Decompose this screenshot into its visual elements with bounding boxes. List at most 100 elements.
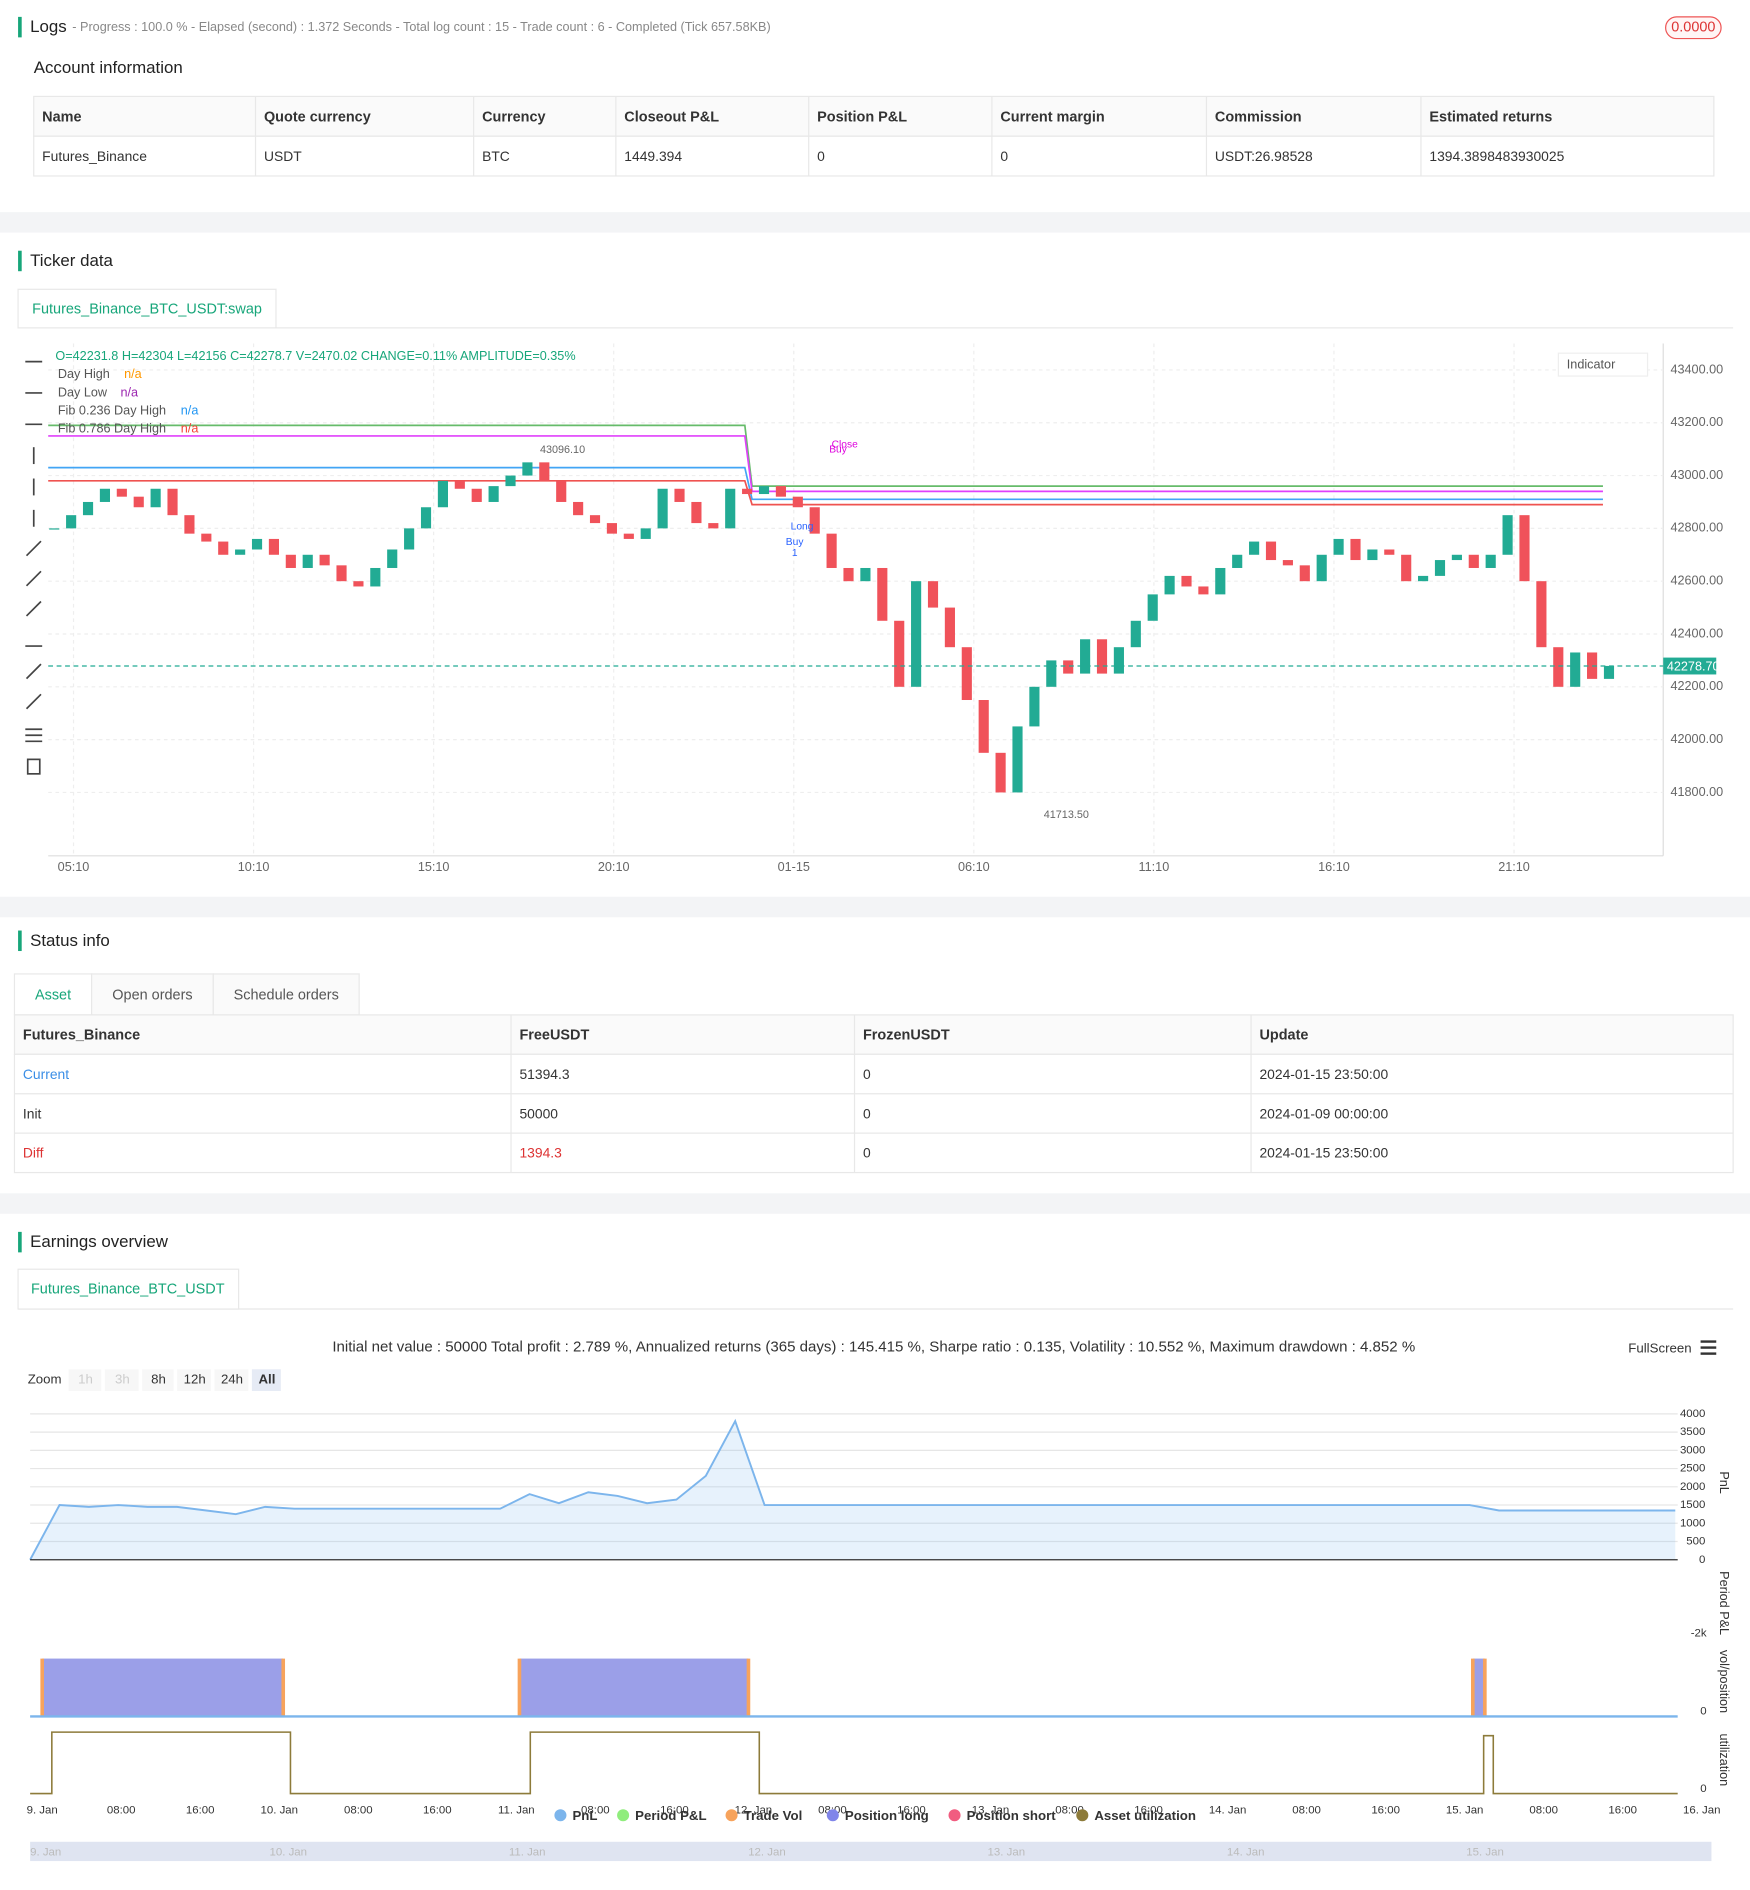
tab[interactable]: [17, 288, 277, 329]
candle: [454, 480, 465, 489]
column-header: Commission: [1215, 109, 1302, 125]
candle: [623, 533, 634, 539]
tab-label[interactable]: Futures_Binance_BTC_USDT: [31, 1282, 225, 1298]
tab-label[interactable]: Asset: [35, 987, 71, 1003]
y-tick-label: 3500: [1680, 1426, 1705, 1438]
tab-label[interactable]: Futures_Binance_BTC_USDT:swap: [32, 302, 262, 318]
candle: [809, 507, 820, 534]
legend-label: Asset utilization: [1094, 1808, 1196, 1823]
high-annotation: 43096.10: [540, 444, 585, 456]
cell: 0: [817, 148, 825, 164]
candle: [606, 523, 617, 534]
candle: [370, 567, 381, 587]
zoom-label: Zoom: [28, 1372, 62, 1387]
tab[interactable]: [212, 973, 360, 1016]
column-header: Quote currency: [264, 109, 371, 125]
zoom-button-label[interactable]: 24h: [221, 1372, 243, 1387]
candle: [404, 528, 415, 550]
candle: [657, 488, 668, 529]
candle: [251, 538, 263, 550]
column-header: Estimated returns: [1429, 109, 1552, 125]
utilization-line: [30, 1731, 1678, 1795]
y-tick-label: 500: [1686, 1536, 1705, 1548]
tab[interactable]: [13, 973, 93, 1016]
x-tick-label: 14. Jan: [1209, 1804, 1247, 1816]
fullscreen-button[interactable]: FullScreen: [1628, 1340, 1691, 1355]
section-title: Status info: [30, 931, 110, 950]
cell: 1394.3898483930025: [1429, 148, 1564, 164]
navigator-label: 10. Jan: [269, 1847, 307, 1859]
column-header: Position P&L: [817, 109, 907, 125]
pnl-line: [29, 1418, 1676, 1561]
legend-label: PnL: [572, 1808, 597, 1823]
candle: [285, 554, 296, 568]
cell: 1394.3: [519, 1145, 562, 1161]
cell: Futures_Binance: [42, 148, 147, 164]
zoom-button-label[interactable]: 8h: [151, 1372, 166, 1387]
x-tick-label: 08:00: [1292, 1804, 1321, 1816]
zoom-button[interactable]: [142, 1369, 174, 1391]
y-tick-label: 42000.00: [1670, 732, 1723, 746]
tab[interactable]: [90, 973, 214, 1016]
summary: Initial net value : 50000 Total profit :…: [332, 1339, 1415, 1356]
candle: [1451, 554, 1462, 561]
candle: [1401, 554, 1412, 582]
section-title: Ticker data: [30, 251, 113, 270]
zoom-button[interactable]: [104, 1369, 139, 1391]
cell: USDT: [264, 148, 302, 164]
zoom-button[interactable]: [214, 1369, 249, 1391]
tab[interactable]: [17, 1268, 240, 1310]
indicator-button[interactable]: [1557, 352, 1649, 377]
zoom-button-label[interactable]: All: [258, 1372, 275, 1387]
candle: [1164, 575, 1175, 595]
candle: [691, 501, 702, 524]
candle: [826, 533, 837, 568]
axis-title: vol/position: [1717, 1650, 1731, 1713]
tab-label[interactable]: Open orders: [112, 987, 192, 1003]
legend-value: n/a: [181, 421, 200, 435]
low-annotation: 41713.50: [1044, 809, 1089, 821]
zoom-button[interactable]: [177, 1369, 211, 1391]
legend-name: Day Low: [58, 385, 108, 399]
indicator-label[interactable]: Indicator: [1567, 358, 1615, 372]
zoom-button-label[interactable]: 1h: [78, 1372, 93, 1387]
chart-toolbar: [25, 360, 43, 775]
zoom-button-label[interactable]: 12h: [184, 1372, 206, 1387]
y-tick-label: 4000: [1680, 1408, 1705, 1420]
y-tick-label: 1000: [1680, 1517, 1705, 1529]
indicator-level: [48, 479, 1603, 506]
cell: 50000: [519, 1105, 558, 1121]
zoom-button-label[interactable]: 3h: [115, 1372, 130, 1387]
legend-name: Fib 0.236 Day High: [58, 403, 166, 417]
candle: [420, 507, 432, 529]
candle: [218, 541, 229, 555]
x-tick-label: 9. Jan: [27, 1804, 58, 1816]
column-header: Closeout P&L: [624, 109, 719, 125]
y-tick-label: 0: [1700, 1783, 1706, 1795]
legend-swatch: [617, 1809, 630, 1822]
navigator-label: 9. Jan: [30, 1847, 61, 1859]
y-tick-label: 1500: [1680, 1499, 1705, 1511]
trade-label: Close: [832, 439, 858, 450]
tab-label[interactable]: Schedule orders: [234, 987, 339, 1003]
indicator-level: [48, 466, 1603, 501]
section-title: Earnings overview: [30, 1232, 169, 1251]
trade-label: Buy: [829, 444, 848, 455]
candle: [1468, 554, 1479, 568]
candle: [505, 475, 516, 487]
navigator-label: 14. Jan: [1227, 1847, 1265, 1859]
candle: [235, 549, 246, 555]
candle: [1181, 575, 1192, 587]
cell: 0: [863, 1145, 871, 1161]
column-header: Currency: [482, 109, 545, 125]
candle: [471, 488, 482, 502]
candle: [1012, 726, 1023, 793]
x-tick-label: 08:00: [344, 1804, 373, 1816]
zoom-button[interactable]: [68, 1369, 102, 1391]
zoom-button[interactable]: [251, 1369, 281, 1391]
y-tick-label: 2500: [1680, 1463, 1705, 1475]
cell: 1449.394: [624, 148, 682, 164]
cell: 2024-01-09 00:00:00: [1259, 1105, 1388, 1121]
y-tick-label: 43200.00: [1670, 415, 1723, 429]
